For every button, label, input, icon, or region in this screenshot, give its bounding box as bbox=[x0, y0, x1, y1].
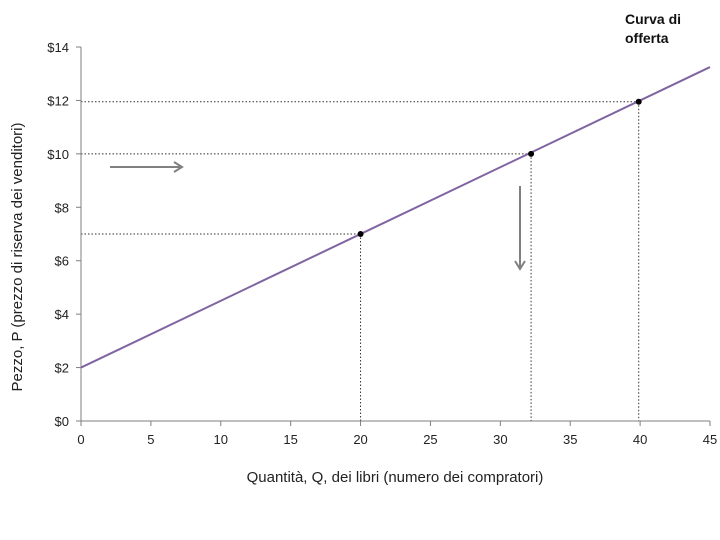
x-tick-label: 15 bbox=[283, 432, 297, 447]
data-points bbox=[357, 98, 642, 237]
supply-curve-line bbox=[80, 66, 711, 369]
x-tick-label: 40 bbox=[633, 432, 647, 447]
y-tick-label: $10 bbox=[47, 147, 69, 162]
x-tick-label: 10 bbox=[214, 432, 228, 447]
data-point bbox=[357, 231, 364, 237]
x-ticks: 0 5 10 15 20 25 30 35 40 45 bbox=[77, 421, 717, 447]
x-axis-label: Quantità, Q, dei libri (numero dei compr… bbox=[247, 469, 544, 486]
x-tick-label: 5 bbox=[147, 432, 154, 447]
supply-curve-label-line1: Curva di bbox=[625, 11, 681, 27]
y-tick-label: $14 bbox=[47, 40, 69, 55]
x-tick-label: 30 bbox=[493, 432, 507, 447]
x-tick-label: 45 bbox=[703, 432, 717, 447]
y-tick-label: $12 bbox=[47, 93, 69, 108]
x-tick-label: 25 bbox=[423, 432, 437, 447]
down-arrow-icon bbox=[514, 186, 526, 271]
data-point bbox=[528, 150, 535, 157]
data-point bbox=[635, 98, 642, 105]
x-tick-label: 0 bbox=[77, 432, 84, 447]
supply-curve-label-line2: offerta bbox=[625, 30, 669, 46]
x-tick-label: 35 bbox=[563, 432, 577, 447]
y-tick-label: $0 bbox=[55, 414, 69, 429]
reference-lines bbox=[81, 101, 640, 421]
y-ticks: $0 $2 $4 $6 $8 $10 $12 $14 bbox=[47, 40, 81, 429]
y-axis-label: Pezzo, P (prezzo di riserva dei venditor… bbox=[9, 122, 26, 391]
y-tick-label: $4 bbox=[55, 307, 69, 322]
x-tick-label: 20 bbox=[353, 432, 367, 447]
y-tick-label: $6 bbox=[55, 254, 69, 269]
supply-curve-label: Curva di offerta bbox=[625, 11, 685, 46]
y-tick-label: $8 bbox=[55, 200, 69, 215]
y-tick-label: $2 bbox=[55, 361, 69, 376]
right-arrow-icon bbox=[110, 161, 184, 173]
arrows bbox=[110, 161, 526, 271]
